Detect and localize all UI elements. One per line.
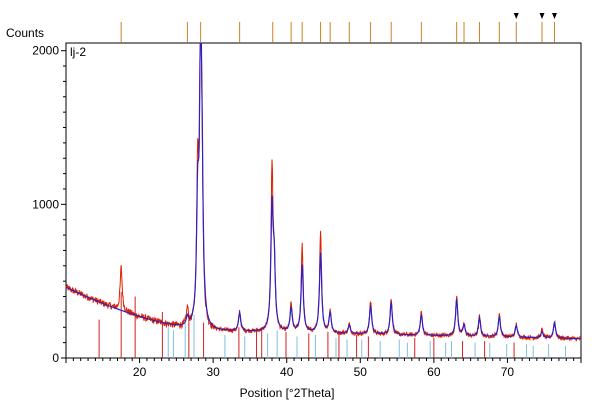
x-axis-title: Position [°2Theta] [240, 386, 335, 400]
x-tick-label: 50 [354, 365, 368, 379]
arrow-marker-icon [539, 13, 545, 19]
arrow-markers [513, 13, 558, 19]
axis-ticks: 20 30 40 50 60 70 0 1000 2000 [32, 44, 582, 379]
y-axis-title: Counts [6, 26, 44, 40]
y-tick-label: 2000 [32, 44, 59, 58]
y-tick-label: 1000 [32, 197, 59, 211]
sample-label: lj-2 [70, 45, 86, 59]
arrow-marker-icon [513, 13, 519, 19]
x-tick-label: 30 [206, 365, 220, 379]
arrow-marker-icon [552, 13, 558, 19]
x-tick-label: 40 [280, 365, 294, 379]
x-tick-label: 70 [501, 365, 515, 379]
reflection-markers [120, 22, 556, 42]
series-lines [65, 42, 581, 342]
plot-frame [65, 42, 582, 359]
reference-sticks [98, 291, 567, 358]
calculated-series-line [65, 42, 581, 340]
x-tick-label: 20 [133, 365, 147, 379]
x-tick-label: 60 [427, 365, 441, 379]
y-tick-label: 0 [52, 351, 59, 365]
observed-series-line [65, 42, 581, 342]
